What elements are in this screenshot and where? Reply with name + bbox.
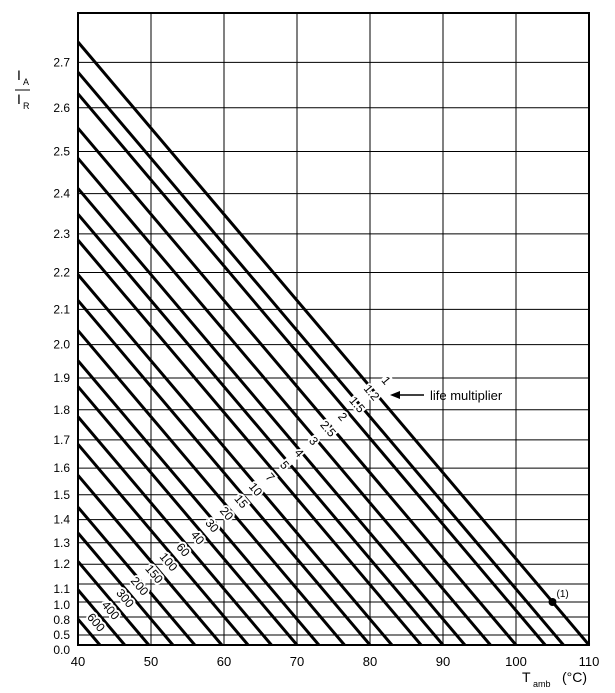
y-label-numerator: I xyxy=(17,67,21,83)
y-tick-label: 2.3 xyxy=(53,227,70,241)
series-line-60 xyxy=(76,443,250,646)
y-label-denominator: I xyxy=(17,91,21,107)
series-label-40: 40 xyxy=(188,528,208,547)
series-line-4 xyxy=(76,213,445,646)
series-line-20 xyxy=(76,359,321,646)
y-tick-label: 2.7 xyxy=(53,55,70,69)
series-line-40 xyxy=(76,415,273,646)
y-tick-label: 1.1 xyxy=(53,582,70,596)
arrow-left-icon xyxy=(390,391,400,399)
y-tick-label: 1.6 xyxy=(53,461,70,475)
series-label-2: 2 xyxy=(335,410,350,424)
y-tick-label: 2.5 xyxy=(53,145,70,159)
y-tick-label: 1.5 xyxy=(53,488,70,502)
series-line-1 xyxy=(76,41,591,646)
x-tick-label: 80 xyxy=(363,654,377,669)
y-tick-label: 1.9 xyxy=(53,371,70,385)
annotation-label: (1) xyxy=(557,589,569,600)
series-line-5 xyxy=(76,239,423,646)
series-line-600 xyxy=(76,618,102,646)
life-multiplier-label: life multiplier xyxy=(430,388,503,403)
y-tick-label: 1.2 xyxy=(53,557,70,571)
x-tick-label: 90 xyxy=(436,654,450,669)
series-line-2 xyxy=(76,127,518,646)
series-line-1.5 xyxy=(76,92,547,646)
series-label-2.5: 2.5 xyxy=(317,418,339,440)
series-label-4: 4 xyxy=(292,446,307,460)
y-tick-label: 1.7 xyxy=(53,433,70,447)
series-label-1.2: 1.2 xyxy=(361,382,383,404)
series-line-2.5 xyxy=(76,157,492,646)
x-label-main: T xyxy=(522,669,531,685)
y-axis-label: I A I R xyxy=(15,67,30,111)
y-tick-label: 2.2 xyxy=(53,266,70,280)
series-line-400 xyxy=(76,588,126,646)
x-tick-label: 70 xyxy=(290,654,304,669)
series-line-7 xyxy=(76,273,394,646)
life-multiplier-callout: life multiplier xyxy=(390,388,503,403)
y-tick-label: 2.1 xyxy=(53,302,70,316)
series-line-30 xyxy=(76,385,299,646)
marker-point xyxy=(548,598,557,606)
y-tick-label: 2.6 xyxy=(53,101,70,115)
y-tick-label: 0.8 xyxy=(53,613,70,627)
series-line-150 xyxy=(76,506,196,646)
y-tick-label: 0.0 xyxy=(53,643,70,657)
series-line-15 xyxy=(76,329,346,646)
x-label-sub: amb xyxy=(533,679,551,688)
series-line-3 xyxy=(76,187,467,646)
series-lines xyxy=(76,41,591,646)
x-axis-label: T amb (°C) xyxy=(522,669,587,689)
y-label-numerator-sub: A xyxy=(23,77,29,87)
y-tick-label: 2.4 xyxy=(53,187,70,201)
y-tick-label: 1.8 xyxy=(53,403,70,417)
series-line-200 xyxy=(76,532,175,646)
plot-frame xyxy=(77,12,590,646)
annotation-point: (1) xyxy=(548,589,569,606)
x-tick-label: 50 xyxy=(144,654,158,669)
y-tick-label: 1.0 xyxy=(53,598,70,612)
series-line-300 xyxy=(76,560,150,646)
x-tick-label: 60 xyxy=(217,654,231,669)
y-tick-label: 1.4 xyxy=(53,513,70,527)
series-label-1: 1 xyxy=(379,373,394,387)
series-label-7: 7 xyxy=(263,470,278,484)
y-tick-labels: 0.00.50.81.0 1.1 1.2 1.3 1.4 1.5 1.6 1.7 1.8 1.9 2… xyxy=(53,55,70,657)
x-tick-labels: 40 50 60 70 80 90 100 110 xyxy=(71,654,600,669)
y-tick-label: 2.0 xyxy=(53,338,70,352)
series-label-10: 10 xyxy=(246,480,266,499)
x-label-unit: (°C) xyxy=(562,669,587,685)
y-tick-label: 0.5 xyxy=(53,628,70,642)
x-tick-label: 110 xyxy=(579,654,600,669)
series-line-100 xyxy=(76,474,223,646)
y-label-denominator-sub: R xyxy=(23,101,30,111)
series-label-30: 30 xyxy=(202,516,222,535)
x-tick-label: 100 xyxy=(505,654,527,669)
series-line-1.2 xyxy=(76,71,565,646)
series-line-10 xyxy=(76,299,372,646)
x-tick-label: 40 xyxy=(71,654,85,669)
series-label-20: 20 xyxy=(217,504,237,523)
y-tick-label: 1.3 xyxy=(53,536,70,550)
